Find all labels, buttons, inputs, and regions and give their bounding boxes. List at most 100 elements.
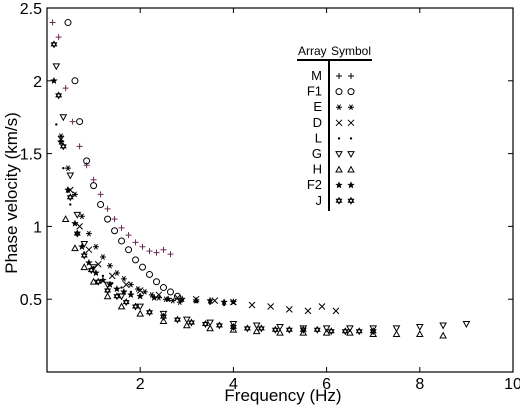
data-point-F1	[104, 215, 112, 223]
legend-symbol-mark	[335, 181, 343, 189]
legend-symbol	[335, 165, 355, 173]
data-point-J	[73, 229, 81, 238]
legend-header-symbol: Symbol	[331, 44, 371, 58]
data-point-H	[229, 325, 238, 333]
data-point-L	[120, 286, 123, 289]
legend-symbol	[335, 196, 355, 205]
data-point-D	[122, 281, 130, 288]
data-point-M	[125, 232, 132, 239]
data-point-G	[80, 240, 89, 248]
axis-ticks: 2 4 6 8 10 0.5 1 1.5 2 2.5	[20, 1, 520, 393]
data-point-E	[134, 286, 141, 292]
data-point-E	[64, 165, 71, 172]
legend-symbol	[335, 88, 355, 96]
series-H	[61, 215, 447, 339]
data-point-F1	[160, 284, 167, 292]
data-point-J	[122, 298, 130, 307]
data-point-F1	[132, 256, 140, 264]
y-tick-label: 2.5	[20, 1, 42, 18]
data-point-J	[187, 318, 195, 327]
legend-symbol-mark	[336, 73, 342, 79]
series-G	[52, 63, 471, 333]
legend-array-label: H	[313, 162, 322, 177]
data-point-G	[415, 323, 424, 331]
y-axis-label: Phase velocity (km/s)	[2, 112, 21, 274]
data-point-M	[118, 224, 125, 231]
data-point-J	[201, 319, 209, 328]
data-point-E	[99, 254, 106, 260]
data-point-D	[285, 306, 293, 313]
data-point-M	[104, 205, 111, 212]
data-point-G	[52, 63, 61, 71]
data-point-G	[439, 322, 447, 330]
data-point-F2	[112, 284, 121, 293]
legend-symbol-mark	[335, 165, 343, 173]
data-point-F1	[90, 182, 98, 190]
data-point-H	[415, 330, 424, 338]
data-point-H	[346, 328, 354, 336]
data-point-J	[80, 251, 88, 260]
data-point-F1	[97, 201, 105, 209]
data-point-F1	[173, 292, 181, 300]
data-point-H	[182, 321, 191, 329]
legend-entry-F2: F2	[307, 177, 355, 192]
data-point-F1	[166, 288, 174, 296]
data-point-D	[318, 303, 326, 310]
data-point-F2	[229, 297, 238, 306]
legend-array-label: G	[312, 146, 322, 161]
data-point-J	[113, 292, 121, 301]
legend-entry-G: G	[312, 146, 355, 161]
data-point-L	[55, 123, 58, 126]
legend-symbol-mark	[335, 88, 343, 96]
data-point-H	[439, 331, 447, 339]
legend-symbol-mark	[335, 119, 343, 127]
data-point-F2	[78, 242, 86, 251]
data-point-J	[257, 324, 265, 333]
data-point-J	[104, 286, 112, 295]
data-point-E	[106, 262, 113, 269]
legend-symbol-mark	[347, 181, 355, 189]
x-tick-label: 10	[504, 376, 520, 393]
data-point-G	[229, 321, 238, 328]
legend-symbol-mark	[349, 137, 353, 140]
data-point-E	[127, 281, 134, 288]
data-point-J	[243, 324, 251, 333]
series-F2	[50, 76, 238, 306]
data-point-D	[267, 303, 275, 310]
data-point-F1	[83, 157, 91, 165]
legend-symbol-mark	[336, 104, 342, 111]
data-point-J	[50, 40, 58, 49]
data-point-M	[97, 191, 104, 198]
data-point-F2	[57, 137, 65, 146]
data-point-G	[276, 323, 284, 331]
data-point-F2	[178, 295, 187, 303]
data-point-J	[313, 325, 321, 334]
data-point-J	[285, 325, 293, 334]
legend-symbol	[335, 119, 355, 127]
data-point-H	[61, 215, 70, 223]
data-point-M	[153, 249, 160, 256]
data-point-J	[87, 266, 95, 275]
data-point-E	[92, 243, 99, 250]
data-point-J	[59, 142, 67, 151]
legend-entry-F1: F1	[307, 84, 355, 99]
y-tick-label: 0.5	[20, 292, 42, 309]
data-point-E	[120, 275, 127, 282]
data-point-F2	[50, 76, 58, 85]
data-point-F1	[76, 118, 84, 126]
data-point-J	[66, 193, 74, 202]
series-E	[57, 133, 183, 305]
data-point-D	[85, 246, 93, 254]
data-point-L	[69, 203, 72, 206]
data-point-M	[167, 251, 174, 258]
legend-entry-J: J	[316, 193, 355, 208]
data-point-F1	[118, 237, 126, 245]
data-point-D	[248, 301, 256, 309]
data-point-F1	[64, 19, 72, 27]
data-point-H	[206, 324, 214, 332]
data-point-M	[55, 34, 62, 41]
data-point-G	[59, 114, 68, 122]
legend-entry-L: L	[315, 130, 353, 145]
legend-array-label: L	[315, 130, 322, 145]
data-point-G	[182, 316, 191, 324]
